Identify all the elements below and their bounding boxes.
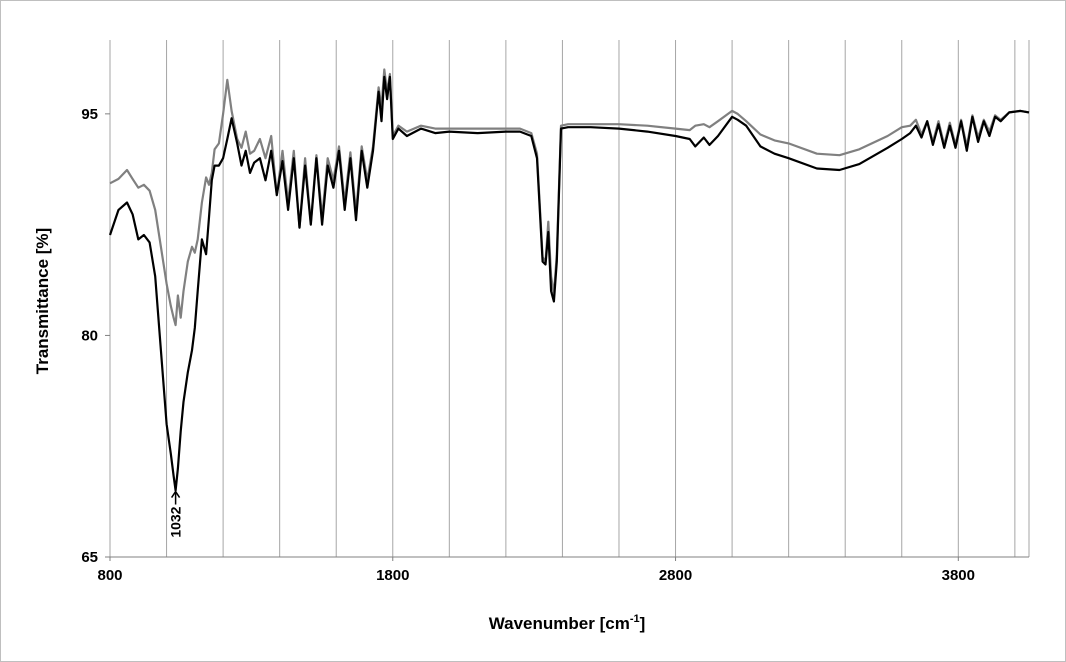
series-line (109, 68, 1030, 327)
x-tick-label: 3800 (942, 567, 975, 584)
tick-labels: 65 80 95 800 1800 2800 3800 (81, 106, 975, 584)
x-axis-title: Wavenumber [cm-1] (489, 613, 646, 633)
y-axis-title: Transmittance [%] (33, 228, 52, 374)
x-tick-label: 1800 (376, 567, 409, 584)
axes (105, 40, 1030, 561)
y-tick-label: 65 (81, 549, 98, 566)
series-layer (108, 68, 1030, 492)
series-line (108, 75, 1030, 492)
x-axis-title-main: Wavenumber [cm (489, 614, 630, 633)
gridlines (166, 40, 1016, 557)
y-tick-label: 95 (81, 106, 98, 123)
x-axis-title-sup: -1 (630, 613, 640, 625)
annotation-arrow-head (170, 490, 181, 498)
annotation-label: 1032 (168, 506, 184, 537)
x-axis-title-tail: ] (640, 614, 646, 633)
x-tick-label: 800 (97, 567, 122, 584)
x-tick-label: 2800 (659, 567, 692, 584)
y-tick-label: 80 (81, 327, 98, 344)
peak-annotation: 1032 (168, 490, 184, 538)
